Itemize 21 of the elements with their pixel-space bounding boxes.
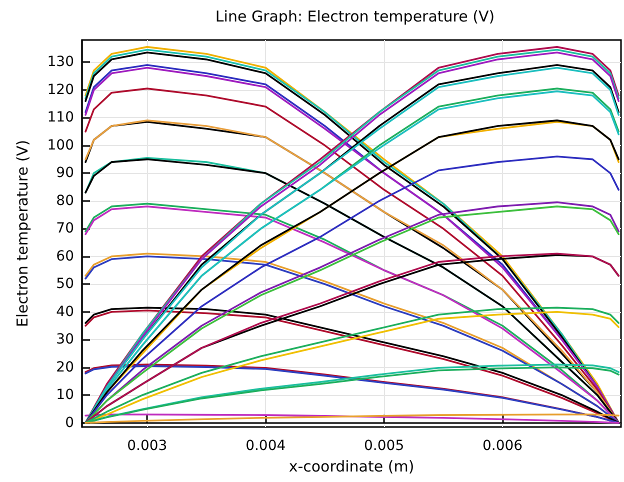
x-tick-label: 0.005 (364, 438, 404, 454)
y-tick-label: 70 (56, 220, 74, 237)
y-tick-label: 50 (56, 276, 74, 292)
x-tick-label: 0.006 (482, 438, 523, 454)
y-tick-label: 20 (56, 359, 74, 376)
x-axis-title: x-coordinate (m) (288, 458, 414, 476)
y-tick-label: 30 (56, 332, 74, 348)
chart-title: Line Graph: Electron temperature (V) (215, 8, 495, 26)
y-tick-label: 100 (47, 137, 74, 154)
y-tick-label: 80 (56, 192, 74, 209)
y-tick-label: 110 (47, 110, 74, 126)
y-tick-label: 40 (56, 304, 74, 320)
y-tick-label: 0 (65, 414, 74, 431)
y-tick-label: 120 (47, 82, 74, 98)
y-tick-label: 130 (47, 54, 74, 70)
x-tick-label: 0.003 (127, 438, 168, 454)
y-tick-label: 60 (56, 248, 74, 264)
y-tick-label: 90 (56, 165, 74, 182)
x-tick-label: 0.004 (246, 438, 286, 454)
y-tick-label: 10 (56, 387, 74, 404)
y-axis-title: Electron temperature (V) (14, 140, 32, 328)
